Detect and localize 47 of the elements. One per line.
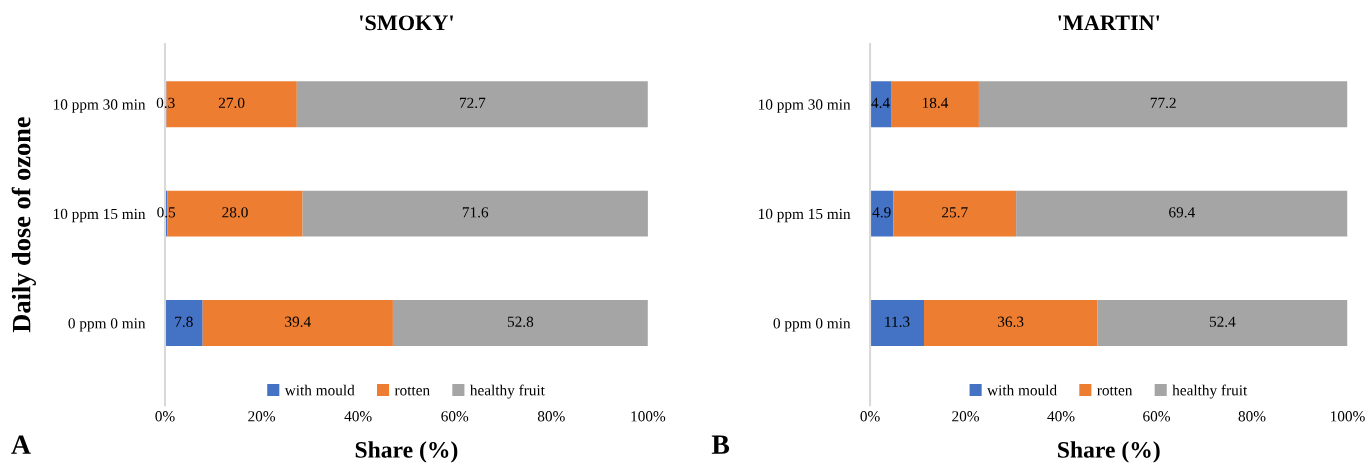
x-tick-label: 20% xyxy=(952,411,980,422)
data-label: 4.9 xyxy=(872,207,891,218)
text: A xyxy=(11,435,31,454)
data-label: 25.7 xyxy=(942,207,968,218)
x-tick-label: 60% xyxy=(1143,411,1170,422)
x-tick-label: 0% xyxy=(860,411,880,422)
chart-title: 'MARTIN' xyxy=(1058,15,1160,31)
data-label: 7.8 xyxy=(175,316,193,327)
data-label: 52.8 xyxy=(507,316,534,327)
data-label: 39.4 xyxy=(285,316,311,327)
y-tick-label: 10 ppm 15 min xyxy=(759,208,851,223)
y-tick-label: 0 ppm 0 min xyxy=(68,318,146,332)
x-tick-label: 80% xyxy=(537,411,565,422)
data-label: 28.0 xyxy=(222,207,248,218)
y-tick-label: 10 ppm 30 min xyxy=(53,99,146,113)
x-axis-title: Share (%) xyxy=(355,441,458,463)
x-tick-label: 60% xyxy=(441,411,469,422)
data-label: 69.4 xyxy=(1169,207,1195,218)
chart-title: 'SMOKY' xyxy=(359,15,453,31)
x-tick-label: 100% xyxy=(631,411,666,422)
data-label: 18.4 xyxy=(922,97,949,109)
legend-label: with mould xyxy=(987,384,1057,396)
data-label: 36.3 xyxy=(998,316,1024,327)
legend-label: rotten xyxy=(394,386,430,396)
x-tick-label: 0% xyxy=(155,411,175,422)
legend-label: healthy fruit xyxy=(1172,384,1248,399)
data-label: 27.0 xyxy=(218,97,245,109)
x-tick-label: 40% xyxy=(344,411,372,422)
data-label: 71.6 xyxy=(462,207,489,218)
data-label: 52.4 xyxy=(1209,316,1236,327)
y-tick-label: 10 ppm 30 min xyxy=(759,99,851,113)
legend-label: with mould xyxy=(284,384,355,396)
text: B xyxy=(711,435,730,454)
data-label: 11.3 xyxy=(885,316,910,327)
y-axis-title: Daily dose of ozone xyxy=(11,117,36,333)
data-label: 4.4 xyxy=(871,97,890,109)
legend-label: healthy fruit xyxy=(469,384,545,399)
x-tick-label: 80% xyxy=(1238,411,1266,422)
x-tick-label: 20% xyxy=(248,411,276,422)
y-tick-label: 0 ppm 0 min xyxy=(773,318,851,332)
x-tick-label: 100% xyxy=(1331,411,1365,422)
data-label: 72.7 xyxy=(459,97,486,109)
x-tick-label: 40% xyxy=(1047,411,1075,422)
data-label: 77.2 xyxy=(1150,97,1176,109)
x-axis-title: Share (%) xyxy=(1058,441,1160,463)
legend-label: rotten xyxy=(1097,386,1133,396)
y-tick-label: 10 ppm 15 min xyxy=(53,208,146,223)
